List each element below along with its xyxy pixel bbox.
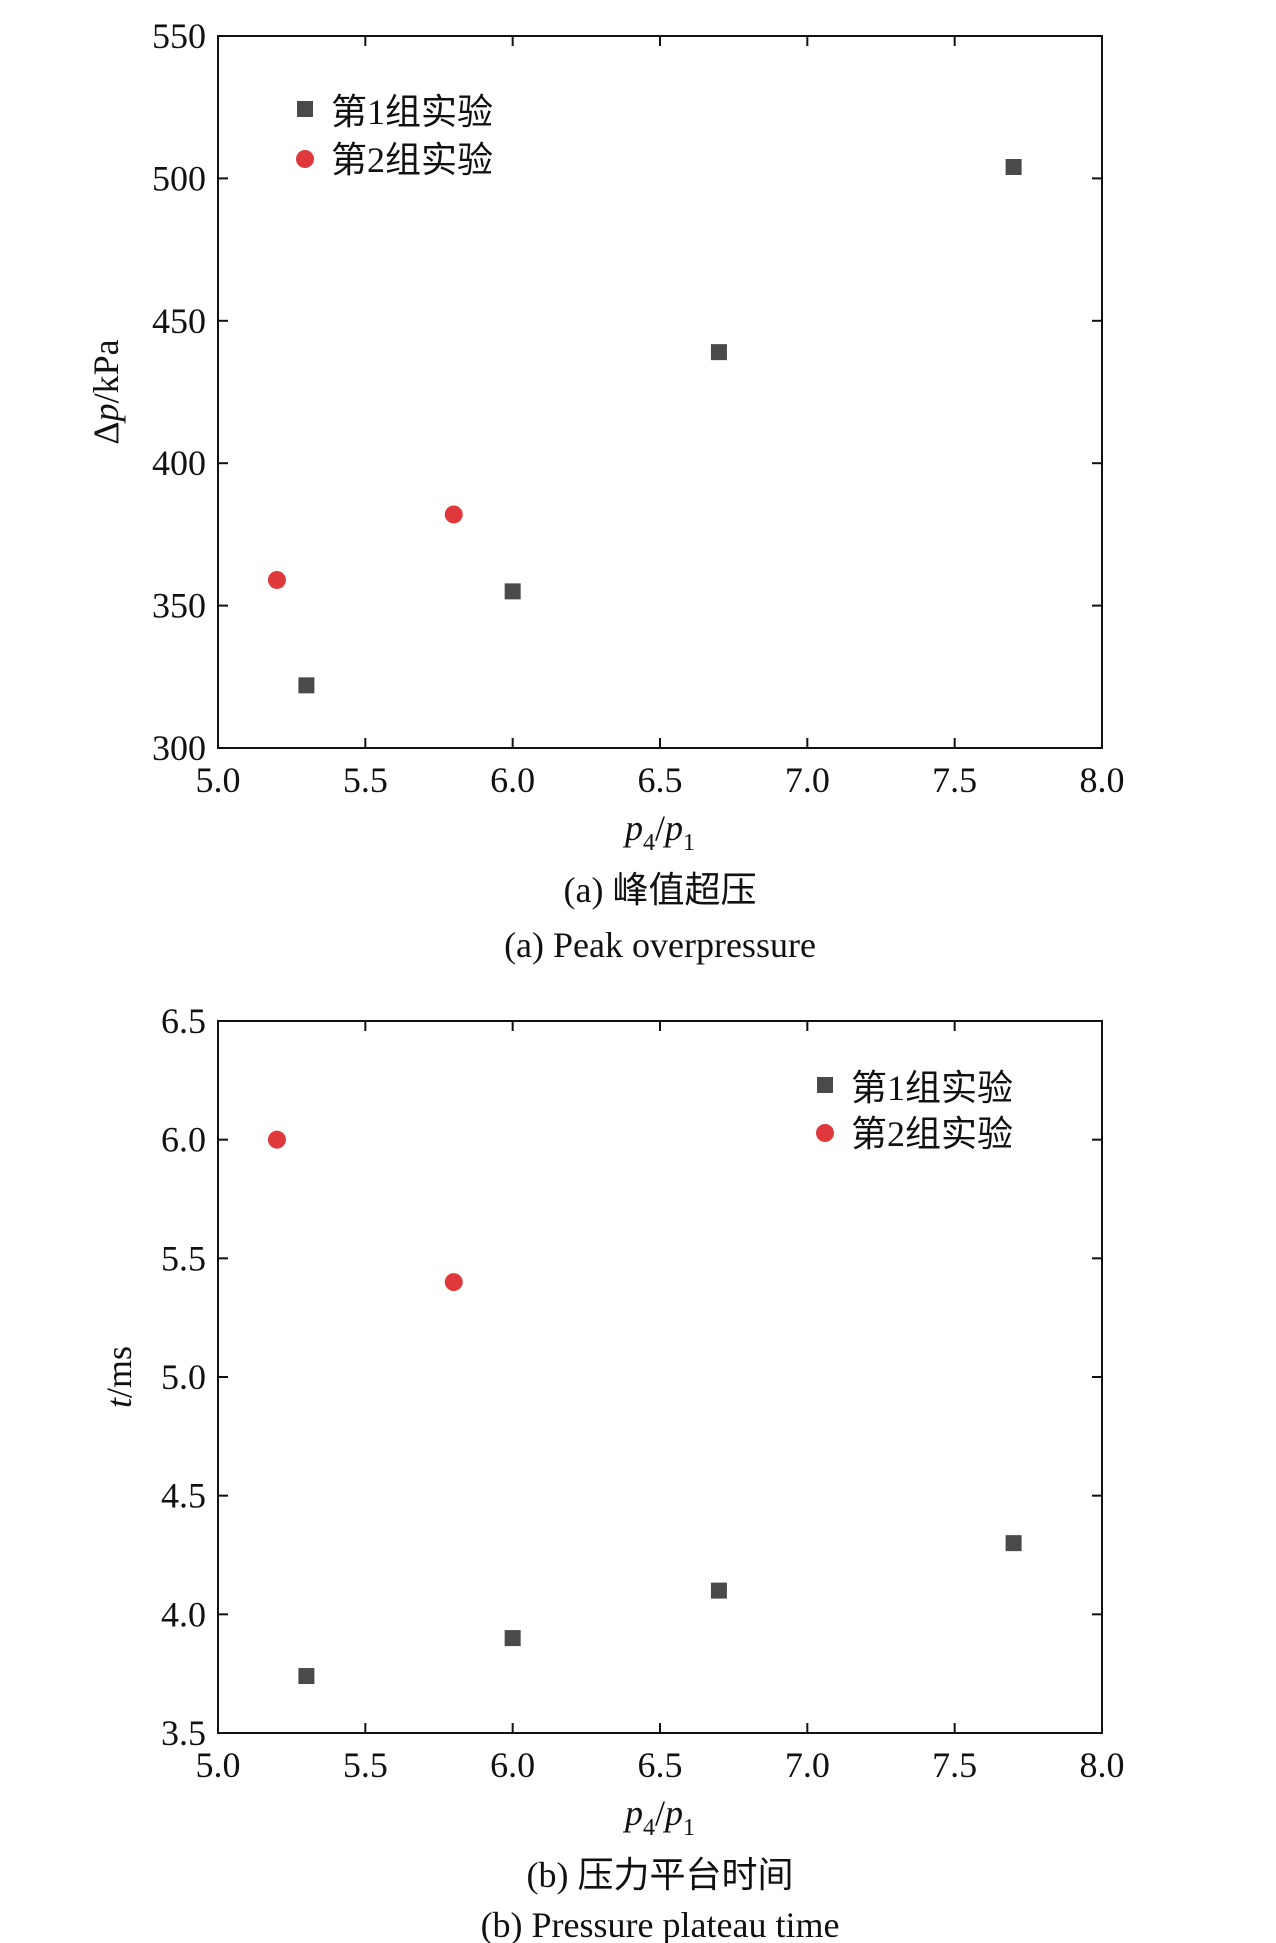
x-axis-label-var2-b: p (662, 1793, 683, 1833)
tick-group-b: 5.0 5.5 6.0 6.5 7.0 7.5 8.0 3.5 4.0 4.5 5.0 5.5 6.0 6… (161, 1001, 1125, 1785)
legend-label-series1-b: 第1组实验 (851, 1068, 1013, 1108)
x-axis-label-sub2-a: 1 (683, 830, 695, 856)
x-axis-label-slash-b: / (655, 1793, 665, 1833)
y-axis-label-unit-b: /ms (99, 1346, 139, 1398)
x-axis-label-a: p4/p1 (622, 808, 695, 856)
x-tick-label-a: 7.0 (785, 760, 830, 800)
caption-cn-b: (b) 压力平台时间 (527, 1855, 794, 1895)
x-tick-label-a: 8.0 (1080, 760, 1125, 800)
data-points-a (267, 159, 1022, 694)
data-point-series1-a (504, 583, 521, 600)
data-point-series1-b (1005, 1535, 1022, 1552)
data-point-series1-a (298, 677, 315, 694)
y-axis-label-var-b: t (99, 1397, 139, 1408)
legend-label-series1-a: 第1组实验 (331, 92, 493, 132)
legend-label-series2-b: 第2组实验 (851, 1114, 1013, 1154)
legend-marker-series2-b (816, 1124, 834, 1142)
x-axis-label-var1-a: p (622, 808, 643, 848)
data-point-series2-a (267, 570, 286, 589)
x-tick-label-b: 8.0 (1080, 1745, 1125, 1785)
x-tick-label-b: 6.0 (490, 1745, 535, 1785)
y-tick-label-b: 6.0 (161, 1120, 206, 1160)
legend-marker-series1-b (817, 1077, 833, 1093)
caption-en-a: (a) Peak overpressure (504, 925, 816, 965)
legend-label-series2-a: 第2组实验 (331, 140, 493, 180)
y-tick-label-b: 4.0 (161, 1594, 206, 1634)
y-tick-label-b: 4.5 (161, 1476, 206, 1516)
y-tick-label-a: 550 (152, 16, 206, 56)
legend-a: 第1组实验 第2组实验 (296, 92, 493, 180)
x-tick-label-a: 7.5 (932, 760, 977, 800)
caption-cn-a: (a) 峰值超压 (564, 870, 757, 910)
panel-a-peak-overpressure: 5.0 5.5 6.0 6.5 7.0 7.5 8.0300350400450500550 … (86, 16, 1125, 965)
y-tick-label-a: 450 (152, 301, 206, 341)
data-point-series1-a (1005, 159, 1022, 176)
x-tick-label-b: 6.5 (638, 1745, 683, 1785)
y-tick-label-b: 5.0 (161, 1357, 206, 1397)
x-axis-label-sub1-b: 4 (643, 1815, 655, 1841)
y-axis-label-b: t/ms (99, 1346, 139, 1408)
legend-marker-series1-a (297, 101, 313, 117)
data-point-series1-b (710, 1582, 727, 1599)
x-tick-label-b: 5.0 (196, 1745, 241, 1785)
y-tick-label-a: 350 (152, 586, 206, 626)
data-point-series1-b (504, 1630, 521, 1647)
x-axis-label-var2-a: p (662, 808, 683, 848)
y-axis-label-a: Δp/kPa (86, 339, 126, 444)
y-axis-label-unit-a: /kPa (86, 339, 126, 403)
caption-en-b: (b) Pressure plateau time (481, 1905, 840, 1943)
y-tick-label-b: 5.5 (161, 1238, 206, 1278)
x-axis-label-slash-a: / (655, 808, 665, 848)
y-axis-label-prefix-a: Δ (86, 421, 126, 444)
x-axis-label-sub2-b: 1 (683, 1815, 695, 1841)
panel-b-pressure-plateau-time: 5.0 5.5 6.0 6.5 7.0 7.5 8.0 3.5 4.0 4.5 5.0 5.5 6.0 6… (99, 1001, 1125, 1943)
x-axis-label-sub1-a: 4 (643, 830, 655, 856)
y-tick-label-b: 6.5 (161, 1001, 206, 1041)
y-tick-label-b: 3.5 (161, 1713, 206, 1753)
x-axis-label-b: p4/p1 (622, 1793, 695, 1841)
legend-b: 第1组实验 第2组实验 (816, 1068, 1013, 1154)
legend-marker-series2-a (296, 150, 314, 168)
x-tick-label-a: 6.5 (638, 760, 683, 800)
data-points-b (267, 1130, 1022, 1685)
data-point-series2-a (444, 505, 463, 524)
x-tick-label-b: 7.0 (785, 1745, 830, 1785)
data-point-series1-a (710, 344, 727, 361)
tick-group-a: 5.0 5.5 6.0 6.5 7.0 7.5 8.0 300 350 400 450 500 550 (152, 16, 1125, 800)
x-tick-label-a: 5.0 (196, 760, 241, 800)
data-point-series2-b (267, 1130, 286, 1149)
x-axis-label-var1-b: p (622, 1793, 643, 1833)
data-point-series2-b (444, 1273, 463, 1292)
y-axis-label-var-a: p (86, 403, 126, 424)
x-tick-label-b: 7.5 (932, 1745, 977, 1785)
x-tick-label-b: 5.5 (343, 1745, 388, 1785)
y-tick-label-a: 300 (152, 728, 206, 768)
y-tick-label-a: 500 (152, 158, 206, 198)
x-tick-label-a: 6.0 (490, 760, 535, 800)
y-tick-label-a: 400 (152, 443, 206, 483)
x-tick-label-a: 5.5 (343, 760, 388, 800)
data-point-series1-b (298, 1668, 315, 1685)
